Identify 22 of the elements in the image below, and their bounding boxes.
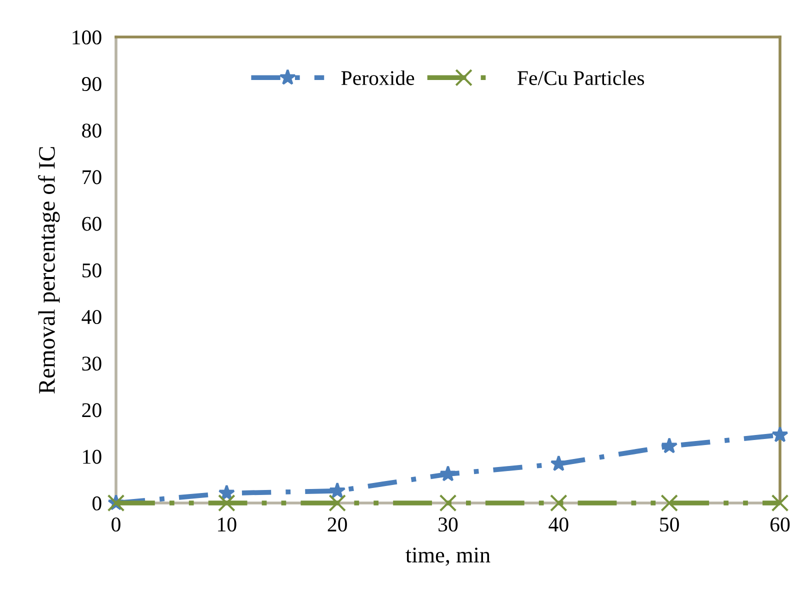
y-axis-title: Removal percentage of IC (38, 147, 60, 394)
y-tick-label: 40 (82, 310, 102, 324)
legend-label: Peroxide (341, 70, 414, 86)
x-axis-title: time, min (406, 548, 490, 566)
y-tick-label: 30 (82, 356, 102, 371)
y-tick-label: 10 (83, 450, 102, 464)
x-tick-label: 10 (218, 517, 236, 532)
x-tick-label: 30 (438, 517, 458, 532)
y-tick-label: 20 (82, 403, 102, 418)
y-tick-label: 50 (82, 263, 102, 278)
y-tick-label: 0 (92, 496, 102, 510)
y-tick-label: 90 (82, 76, 102, 92)
legend-label: Fe/Cu Particles (518, 70, 644, 86)
x-tick-label: 20 (328, 517, 347, 532)
y-tick-label: 60 (82, 216, 102, 231)
y-tick-label: 70 (82, 170, 102, 184)
x-tick-label: 0 (112, 517, 120, 532)
x-tick-label: 40 (548, 517, 568, 532)
y-tick-label: 80 (82, 124, 102, 138)
x-tick-label: 60 (770, 517, 790, 532)
y-tick-label: 100 (72, 30, 102, 44)
x-tick-label: 50 (660, 517, 679, 532)
